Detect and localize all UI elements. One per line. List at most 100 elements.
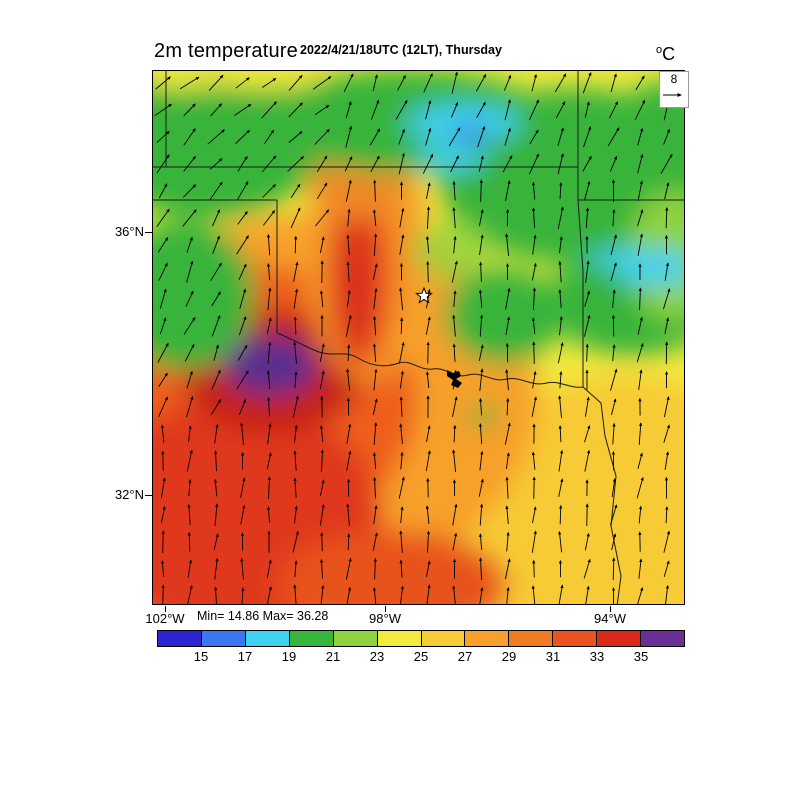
- colorbar-tick: 31: [545, 649, 561, 664]
- wind-arrow: [236, 370, 249, 390]
- wind-arrow: [213, 478, 218, 497]
- wind-arrow: [529, 99, 539, 121]
- wind-arrow: [610, 262, 617, 282]
- wind-arrow: [425, 560, 431, 577]
- wind-arrow: [344, 155, 353, 172]
- wind-arrow: [266, 262, 271, 281]
- wind-arrow: [400, 585, 404, 604]
- wind-arrow: [558, 425, 562, 443]
- wind-arrow: [637, 316, 643, 335]
- wind-arrow: [505, 452, 510, 470]
- wind-arrow: [182, 184, 197, 198]
- wind-arrow: [637, 587, 644, 604]
- wind-arrow: [478, 155, 484, 172]
- wind-arrow: [453, 424, 457, 443]
- colorbar-cell: [421, 631, 466, 646]
- wind-arrow: [264, 129, 275, 144]
- wind-arrow: [267, 287, 272, 310]
- wind-arrow: [158, 262, 168, 281]
- wind-arrow: [532, 370, 537, 389]
- wind-arrow: [664, 317, 670, 334]
- wind-arrow: [531, 73, 537, 92]
- wind-arrow: [610, 234, 617, 256]
- wind-arrow: [532, 234, 537, 255]
- wind-arrow: [558, 584, 564, 604]
- wind-arrow: [267, 476, 271, 500]
- wind-arrow: [293, 316, 297, 335]
- colorbar-cell: [245, 631, 290, 646]
- wind-arrow: [187, 584, 193, 604]
- wind-arrow: [529, 153, 539, 175]
- wind-arrow: [370, 99, 380, 120]
- wind-arrow: [293, 450, 297, 471]
- wind-arrow: [373, 557, 377, 580]
- wind-arrow: [637, 209, 644, 227]
- wind-arrow: [158, 372, 168, 387]
- wind-arrow: [425, 100, 432, 120]
- wind-arrow: [345, 125, 353, 148]
- colorbar-tick: 29: [501, 649, 517, 664]
- wind-arrow: [452, 532, 458, 551]
- wind-arrow: [399, 530, 403, 553]
- lat-label: 36°N: [114, 224, 144, 239]
- wind-arrow: [266, 559, 272, 578]
- wind-arrow: [531, 317, 536, 335]
- wind-arrow: [504, 558, 511, 580]
- wind-arrow: [183, 128, 196, 146]
- wind-arrow: [450, 101, 459, 118]
- wind-arrow: [316, 182, 328, 200]
- wind-arrow: [347, 533, 351, 551]
- wind-arrow: [314, 128, 330, 145]
- colorbar-cell: [158, 631, 202, 646]
- wind-arrow: [665, 506, 669, 524]
- wind-arrow: [452, 314, 456, 337]
- wind-arrow: [372, 263, 378, 281]
- wind-arrow: [531, 585, 536, 604]
- wind-arrow: [161, 584, 165, 604]
- wind-reference-value: 8: [670, 72, 678, 86]
- colorbar-tick: 35: [633, 649, 649, 664]
- wind-arrow: [373, 233, 378, 257]
- lat-label: 32°N: [114, 487, 144, 502]
- wind-arrow: [612, 289, 616, 309]
- temperature-field: [153, 71, 684, 604]
- wind-arrow: [293, 505, 298, 524]
- wind-arrow: [612, 557, 616, 581]
- wind-arrow: [214, 450, 218, 472]
- wind-arrow: [346, 423, 352, 444]
- colorbar-tick: 19: [281, 649, 297, 664]
- wind-arrow: [479, 368, 484, 391]
- wind-arrow: [372, 587, 377, 604]
- wind-arrow: [505, 233, 510, 256]
- stats-minmax: Min= 14.86 Max= 36.28: [197, 609, 329, 623]
- wind-arrow: [531, 530, 537, 553]
- colorbar-cell: [597, 631, 642, 646]
- wind-arrow: [213, 344, 219, 361]
- wind-arrow: [505, 287, 511, 310]
- wind-arrow: [531, 207, 536, 228]
- location-star-marker: [415, 286, 433, 304]
- wind-arrow: [505, 505, 509, 524]
- wind-arrow: [263, 209, 276, 226]
- wind-arrow: [479, 261, 483, 282]
- wind-arrow: [609, 101, 618, 119]
- wind-arrow: [372, 209, 377, 227]
- wind-arrow: [319, 558, 324, 579]
- colorbar-tick: 27: [457, 649, 473, 664]
- wind-arrow: [267, 396, 271, 417]
- wind-arrow: [266, 506, 271, 524]
- wind-arrow: [156, 130, 170, 143]
- wind-arrow: [531, 396, 537, 417]
- wind-arrow: [347, 344, 351, 362]
- lat-tick: [145, 495, 152, 496]
- wind-arrow: [240, 477, 246, 498]
- degree-symbol: o: [656, 44, 663, 56]
- wind-arrow: [425, 182, 431, 199]
- wind-arrow: [240, 422, 245, 445]
- wind-arrow: [346, 368, 351, 391]
- wind-arrow: [506, 397, 510, 416]
- wind-arrow: [319, 290, 324, 308]
- wind-arrow: [186, 260, 194, 283]
- wind-arrow: [238, 316, 247, 336]
